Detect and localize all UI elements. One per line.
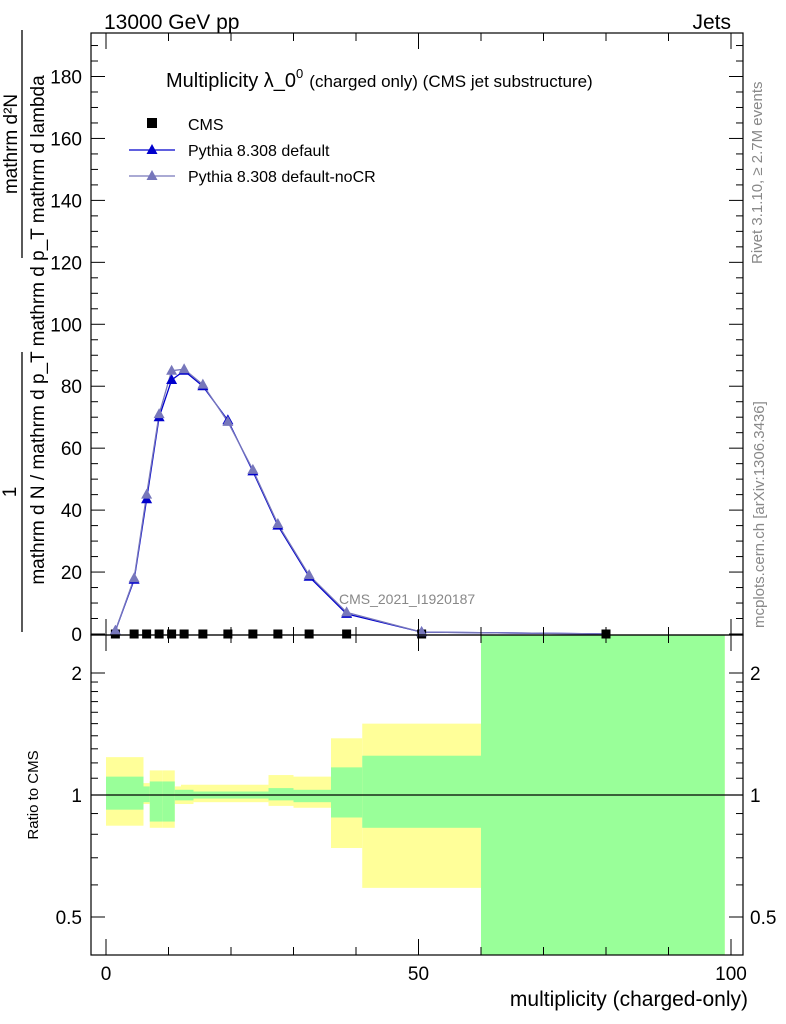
series-2-point: [128, 572, 140, 583]
ratio-stat-band: [331, 767, 363, 818]
title-sup: 0: [296, 66, 303, 81]
cms-data-point: [273, 629, 283, 639]
ratio-ytick-label-right: 0.5: [750, 908, 776, 929]
series-2-point: [153, 408, 165, 419]
series-2-point: [272, 518, 284, 529]
cms-data-point: [154, 629, 164, 639]
ratio-stat-band: [362, 755, 481, 828]
title-base: Multiplicity λ_0: [166, 70, 296, 92]
energy-label: 13000 GeV pp: [104, 11, 239, 34]
axis-ticks: 0 20 40 60 80 100 120 140 160 180 0 50 100 0.5 0.5 1 1 2 2: [50, 33, 776, 985]
ratio-stat-band: [162, 781, 175, 822]
series-2-point: [141, 488, 153, 499]
series-2-point: [247, 463, 259, 474]
mcplots-label: mcplots.cern.ch [arXiv:1306.3436]: [751, 401, 768, 628]
series-2-point: [109, 624, 121, 635]
legend-cms-label: CMS: [188, 117, 224, 134]
main-ytick-label: 160: [50, 129, 82, 150]
ratio-ytick-label-left: 1: [71, 786, 82, 807]
main-ytick-label: 20: [61, 563, 82, 584]
cms-data-point: [179, 629, 189, 639]
analysis-label: CMS_2021_I1920187: [339, 591, 475, 607]
title-suffix: (charged only) (CMS jet substructure): [309, 72, 592, 91]
cms-data-point: [304, 629, 314, 639]
cms-data-point: [223, 629, 233, 639]
legend-default-label: Pythia 8.308 default: [188, 143, 330, 160]
cms-data-point: [342, 629, 352, 639]
rivet-label: Rivet 3.1.10, ≥ 2.7M events: [749, 82, 766, 265]
main-ytick-label: 0: [71, 625, 82, 646]
series-2-point: [178, 363, 190, 374]
ratio-stat-band: [293, 789, 331, 803]
main-ylabel: 1 mathrm d²N mathrm d N / mathrm d p_T m…: [0, 30, 49, 632]
series-2-point: [341, 606, 353, 617]
series-1-point: [166, 374, 178, 385]
legend: CMS Pythia 8.308 default Pythia 8.308 de…: [129, 117, 376, 186]
ratio-ytick-label-right: 1: [750, 786, 761, 807]
cms-data-point: [198, 629, 208, 639]
main-ytick-label: 180: [50, 68, 82, 89]
main-ytick-label: 40: [61, 501, 82, 522]
series-2-point: [303, 569, 315, 580]
ratio-ytick-label-left: 0.5: [56, 908, 82, 929]
xtick-label: 0: [101, 964, 112, 985]
ratio-ytick-label-left: 2: [71, 664, 82, 685]
xtick-label: 50: [408, 964, 429, 985]
ratio-ylabel: Ratio to CMS: [25, 750, 42, 839]
ylabel-denominator: mathrm d N / mathrm d p_T mathrm d p_T m…: [28, 75, 49, 585]
cms-data-point: [129, 629, 139, 639]
series-2-point: [222, 415, 234, 426]
ratio-ytick-label-right: 2: [750, 664, 761, 685]
x-axis-label: multiplicity (charged-only): [510, 988, 748, 1011]
ratio-stat-band: [131, 776, 144, 810]
xtick-label: 100: [715, 964, 747, 985]
main-ytick-label: 100: [50, 315, 82, 336]
legend-nocr-label: Pythia 8.308 default-noCR: [188, 169, 376, 186]
process-label: Jets: [692, 11, 731, 34]
main-ytick-label: 60: [61, 439, 82, 460]
series-2-point: [166, 364, 178, 375]
ylabel-prefactor: 1: [0, 487, 21, 498]
main-ytick-label: 80: [61, 377, 82, 398]
legend-nocr-marker: [146, 170, 158, 180]
cms-data-point: [248, 629, 258, 639]
main-title: Multiplicity λ_00 (charged only) (CMS jet…: [166, 66, 593, 92]
cms-data-point: [142, 629, 152, 639]
cms-data-point: [167, 629, 177, 639]
legend-default-marker: [146, 144, 158, 154]
ratio-stat-band: [149, 781, 163, 822]
series-line-2: [114, 368, 607, 635]
ratio-stat-band: [106, 776, 131, 810]
ratio-stat-band: [143, 786, 150, 803]
ratio-stat-band: [268, 788, 294, 801]
ylabel-numerator: mathrm d²N: [1, 94, 22, 194]
legend-cms-marker: [147, 118, 157, 128]
main-ytick-label: 120: [50, 253, 82, 274]
main-ytick-label: 140: [50, 191, 82, 212]
series-2-point: [197, 378, 209, 389]
